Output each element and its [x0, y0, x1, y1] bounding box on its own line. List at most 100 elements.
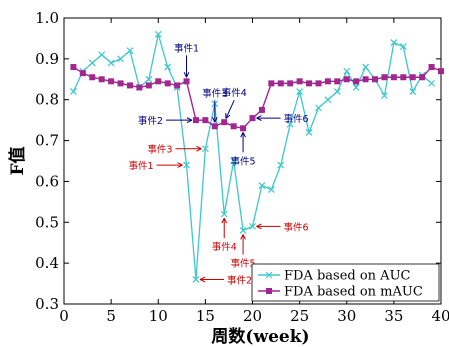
data-point: [126, 82, 133, 89]
data-point: [221, 119, 228, 126]
data-point: [362, 76, 369, 83]
data-point: [98, 76, 105, 83]
data-point: [249, 115, 256, 122]
data-point: [333, 88, 341, 95]
event-annotation: 事件5: [231, 132, 256, 167]
data-point: [362, 63, 370, 71]
data-point: [390, 74, 397, 81]
annotation-arrowhead: [240, 234, 246, 240]
data-point: [211, 123, 218, 130]
data-point: [399, 43, 407, 51]
data-point: [267, 186, 275, 194]
data-point: [296, 78, 303, 85]
annotation-label: 事件2: [138, 115, 163, 127]
data-point: [79, 70, 86, 77]
data-point: [286, 120, 294, 128]
data-point: [202, 117, 209, 124]
data-point: [108, 78, 115, 85]
y-tick-label: 1.0: [35, 9, 59, 27]
data-point: [400, 74, 407, 81]
data-point: [352, 84, 360, 91]
data-point: [315, 104, 322, 112]
y-axis-title: F值: [7, 146, 28, 175]
data-point: [240, 125, 247, 132]
data-point: [381, 74, 388, 81]
annotation-arrowhead: [211, 117, 218, 123]
y-tick-label: 0.8: [35, 91, 59, 109]
axes: 0 5 10 15 20 25 30 35 40 0.3 0.4 0.5 0.6 0.7 0.8 0.9 1.0…: [7, 9, 449, 347]
data-point: [70, 64, 77, 71]
event-annotation: 事件4: [222, 87, 247, 119]
annotation-label: 事件2: [227, 274, 252, 286]
annotation-label: 事件3: [202, 87, 227, 99]
data-point: [381, 92, 388, 100]
data-point: [155, 78, 162, 85]
annotation-label: 事件5: [231, 257, 256, 269]
data-point: [409, 74, 416, 81]
annotation-label: 事件6: [284, 221, 309, 233]
event-annotation: 事件6: [256, 113, 309, 125]
data-point: [324, 96, 332, 104]
data-point: [145, 82, 152, 89]
data-point: [230, 157, 238, 165]
data-point: [438, 68, 444, 75]
x-tick-label: 25: [290, 307, 309, 325]
annotation-arrowhead: [240, 132, 246, 138]
data-point: [89, 74, 96, 81]
series-1: [70, 64, 444, 132]
data-point: [183, 161, 190, 169]
data-point: [145, 75, 153, 83]
data-point: [117, 55, 124, 63]
y-tick-label: 0.5: [35, 213, 59, 231]
data-point: [107, 59, 115, 67]
data-point: [315, 80, 322, 87]
x-axis-title: 周数(week): [211, 326, 309, 347]
data-point: [192, 276, 200, 283]
y-tick-label: 0.9: [35, 50, 59, 68]
x-tick-label: 40: [431, 307, 449, 325]
annotation-label: 事件5: [231, 155, 256, 167]
legend-entry: FDA based on mAUC: [258, 285, 423, 300]
data-point: [70, 88, 77, 95]
y-tick-label: 0.6: [35, 172, 59, 190]
x-tick-label: 35: [384, 307, 403, 325]
event-annotation: 事件6: [256, 221, 309, 233]
data-point: [428, 79, 435, 87]
data-point: [258, 182, 266, 189]
event-annotation: 事件5: [231, 234, 256, 269]
event-annotation: 事件2: [199, 274, 252, 286]
annotation-label: 事件6: [284, 113, 309, 125]
data-point: [220, 210, 228, 218]
data-point: [390, 39, 398, 46]
legend-swatch-marker: [266, 288, 272, 294]
annotation-label: 事件3: [147, 144, 172, 156]
legend-swatch-marker: [265, 271, 273, 279]
data-point: [287, 80, 294, 87]
data-point: [268, 80, 275, 87]
x-tick-label: 15: [196, 307, 215, 325]
x-tick-label: 0: [59, 307, 69, 325]
x-tick-label: 30: [337, 307, 356, 325]
data-point: [334, 78, 341, 85]
x-tick-label: 20: [243, 307, 262, 325]
y-tick-label: 0.4: [35, 254, 59, 272]
x-tick-label: 5: [106, 307, 116, 325]
data-point: [343, 76, 350, 83]
y-tick-label: 0.7: [35, 132, 59, 150]
annotation-arrowhead: [177, 162, 183, 168]
data-point: [88, 59, 96, 67]
data-point: [154, 30, 162, 38]
data-point: [164, 63, 172, 71]
annotation-arrowhead: [199, 276, 206, 283]
annotation-arrowhead: [225, 112, 231, 119]
data-point: [117, 80, 124, 87]
plot-background: [63, 17, 442, 305]
data-point: [277, 80, 284, 87]
event-annotation: 事件2: [138, 115, 193, 127]
data-point: [419, 74, 426, 81]
y-tick-label: 0.3: [35, 295, 59, 313]
